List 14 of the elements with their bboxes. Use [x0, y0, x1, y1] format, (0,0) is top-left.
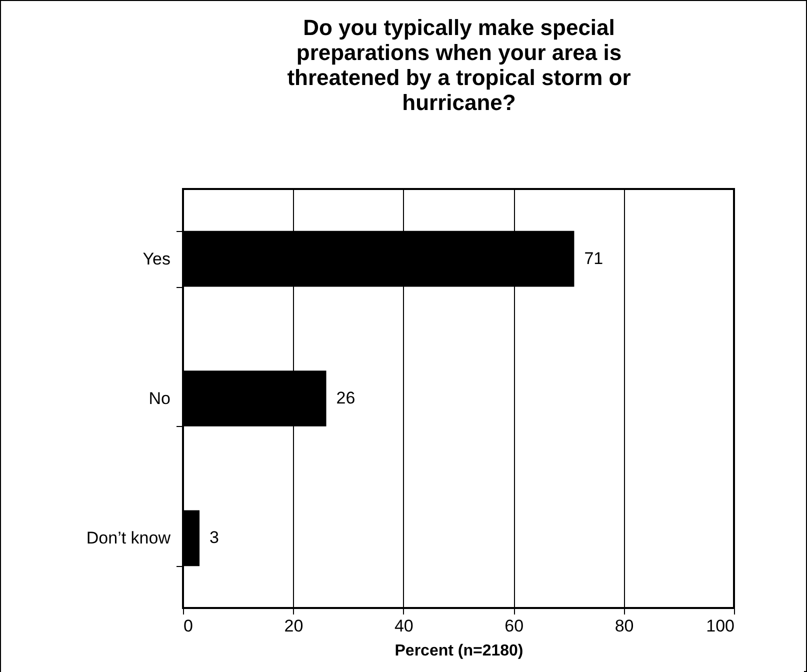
y-tick-label: No [148, 389, 170, 408]
chart-title: Do you typically make special preparations when your area is threatened by a tropical storm or hurricane? [286, 15, 632, 115]
x-tick-label: 100 [706, 616, 734, 636]
y-tick-label: Don’t know [86, 528, 172, 548]
x-tick-label: 60 [504, 616, 524, 636]
x-axis-title: Percent (n=2180) [394, 642, 524, 660]
y-tick-label: Yes [142, 249, 170, 268]
x-tick-label: 40 [394, 616, 414, 636]
data-label: 71 [584, 248, 604, 268]
x-tick-label: 0 [184, 616, 193, 636]
data-label: 3 [210, 528, 219, 548]
x-tick-label: 80 [614, 616, 634, 636]
data-label: 26 [336, 388, 356, 408]
x-tick-label: 20 [284, 616, 304, 636]
